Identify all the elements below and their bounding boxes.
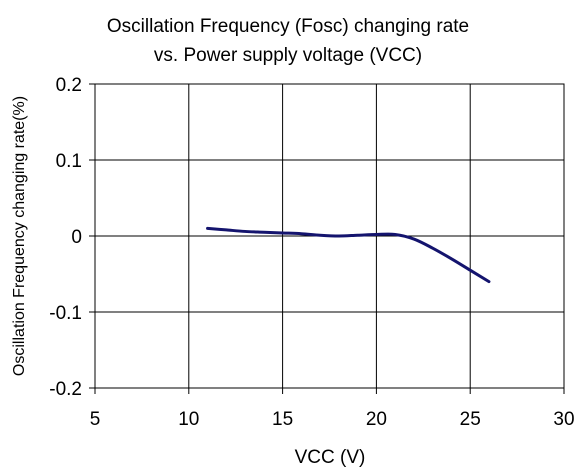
x-tick-label: 25 [460,409,481,430]
chart-title-line-1: Oscillation Frequency (Fosc) changing ra… [107,16,469,37]
x-tick-label: 30 [553,409,574,430]
series-layer [206,226,491,284]
x-tick-labels: 5 10 15 20 25 30 [90,388,574,430]
y-tick-label: 0 [71,227,82,248]
chart-title-line-2: vs. Power supply voltage (VCC) [154,45,422,66]
x-tick-label: 20 [366,409,387,430]
y-tick-label: 0.2 [56,75,82,96]
y-tick-label: -0.2 [49,379,82,400]
y-tick-label: 0.1 [56,151,82,172]
series-line [206,226,491,284]
x-tick-label: 10 [178,409,199,430]
y-tick-labels: 0.2 0.1 0 -0.1 -0.2 [49,75,95,400]
x-tick-label: 5 [90,409,101,430]
x-tick-label: 15 [272,409,293,430]
y-axis-label: Oscillation Frequency changing rate(%) [11,96,28,376]
y-tick-label: -0.1 [49,303,82,324]
x-axis-label: VCC (V) [295,447,366,468]
